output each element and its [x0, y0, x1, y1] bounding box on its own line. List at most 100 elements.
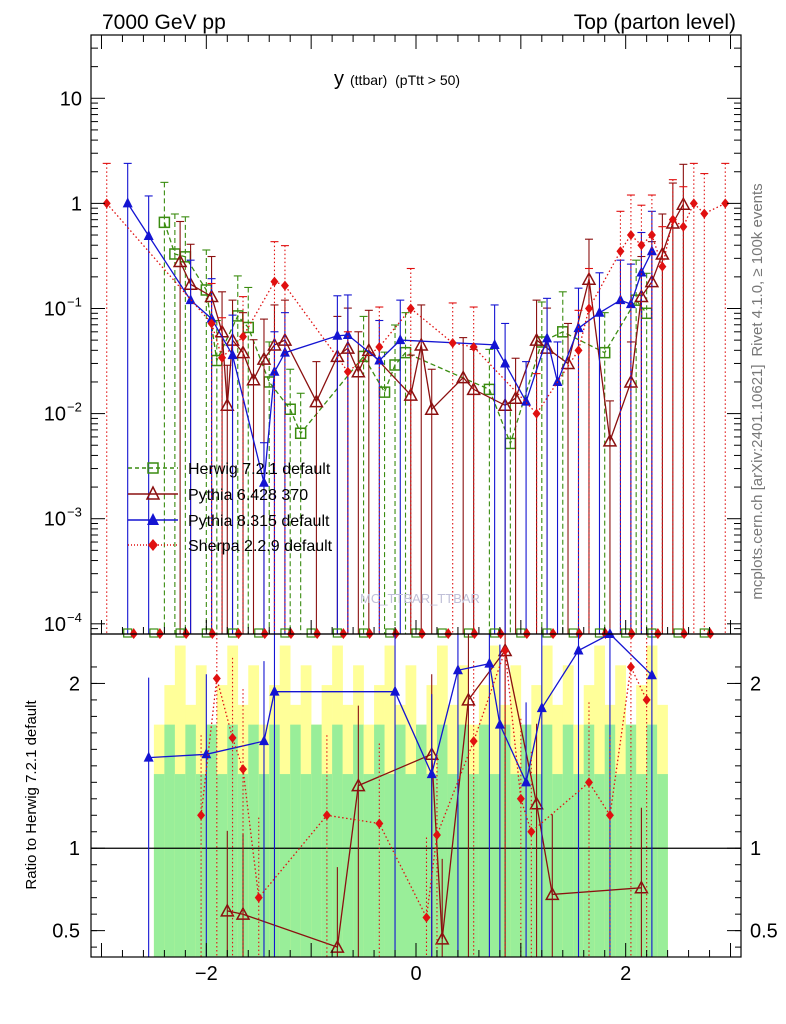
band-inner-bin	[395, 724, 406, 957]
ratio-line-pythia8	[148, 633, 653, 785]
data-point-sherpa	[218, 352, 227, 363]
data-point-sherpa	[102, 198, 111, 209]
plot-title-sub: (ttbar) (pTtt > 50)	[350, 72, 460, 88]
band-inner-bin	[478, 724, 490, 957]
main-plot-series	[102, 162, 730, 639]
ratio-point-sherpa	[375, 818, 384, 829]
ratio-point-sherpa	[605, 810, 614, 821]
data-point-sherpa	[343, 366, 352, 377]
ratio-point-sherpa	[197, 810, 206, 821]
y-tick-label: 10	[44, 614, 66, 636]
data-point-pythia6	[508, 390, 523, 404]
data-point-herwig	[158, 216, 171, 229]
data-point-pythia8	[122, 197, 133, 208]
ratio-point-pythia6	[351, 778, 366, 792]
ratio-point-sherpa	[516, 793, 525, 804]
data-point-pythia6	[676, 196, 691, 211]
ratio-point-pythia6	[220, 903, 235, 917]
x-tick-label: 2	[620, 963, 631, 985]
ratio-point-pythia8	[269, 685, 280, 696]
ratio-point-sherpa	[501, 645, 510, 656]
band-inner-bin	[552, 774, 564, 957]
data-point-sherpa	[637, 240, 646, 251]
band-inner-bin	[625, 724, 637, 957]
data-point-pythia6	[403, 387, 419, 401]
band-inner-bin	[300, 774, 312, 957]
ratio-point-sherpa	[322, 810, 331, 821]
band-inner-bin	[384, 774, 396, 957]
ratio-point-pythia8	[201, 748, 212, 759]
legend-entry-sherpa: Sherpa 2.2.9 default	[128, 538, 333, 555]
y-tick-label: 10	[44, 298, 66, 320]
ratio-y-tick-label-left: 0.5	[52, 921, 80, 943]
y-tick-exponent: −4	[67, 610, 82, 625]
band-inner-bin	[164, 724, 176, 957]
data-point-pythia8	[185, 294, 196, 305]
ratio-point-pythia6	[529, 796, 544, 810]
data-point-sherpa	[574, 345, 583, 356]
band-inner-bin	[489, 774, 501, 957]
data-point-pythia8	[636, 266, 647, 277]
ratio-point-pythia6	[634, 880, 649, 894]
ratio-point-pythia8	[390, 685, 401, 696]
ratio-y-tick-label-right: 0.5	[750, 921, 778, 943]
band-inner-bin	[195, 774, 207, 957]
data-point-sherpa	[239, 331, 248, 342]
band-inner-bin	[594, 774, 606, 957]
ratio-point-sherpa	[239, 764, 248, 775]
data-point-pythia6	[256, 351, 272, 365]
band-inner-bin	[405, 774, 417, 957]
ratio-point-sherpa	[642, 694, 651, 705]
band-inner-bin	[248, 724, 260, 957]
y-tick-exponent: −3	[67, 505, 82, 520]
data-point-pythia8	[279, 346, 290, 357]
ratio-point-pythia8	[604, 628, 615, 638]
data-point-pythia8	[615, 294, 626, 305]
data-point-pythia6	[413, 337, 429, 351]
data-point-pythia8	[489, 338, 500, 349]
legend-entry-pythia8: Pythia 8.315 default	[128, 513, 330, 530]
data-point-sherpa	[626, 230, 635, 241]
data-point-sherpa	[668, 214, 677, 225]
data-point-pythia8	[594, 306, 605, 317]
band-inner-bin	[174, 774, 186, 957]
data-point-sherpa	[700, 208, 709, 219]
legend-marker-herwig	[147, 462, 159, 474]
ratio-y-axis-label: Ratio to Herwig 7.2.1 default	[23, 700, 40, 890]
data-point-sherpa	[584, 303, 593, 314]
legend-marker-sherpa	[148, 539, 158, 551]
legend-marker-pythia6	[145, 485, 161, 500]
data-point-sherpa	[280, 280, 289, 291]
legend-entry-herwig: Herwig 7.2.1 default	[128, 461, 331, 478]
ratio-point-pythia6	[434, 931, 450, 945]
band-inner-bin	[206, 724, 218, 957]
data-point-sherpa	[406, 303, 415, 314]
legend-entry-pythia6: Pythia 6.428 370	[128, 485, 308, 504]
band-inner-bin	[153, 774, 165, 957]
header-right: Top (parton level)	[574, 11, 736, 34]
data-point-pythia8	[258, 476, 269, 487]
ratio-point-pythia6	[461, 692, 476, 706]
ratio-point-pythia6	[235, 906, 251, 920]
band-inner-bin	[436, 724, 448, 957]
data-point-pythia6	[309, 394, 324, 408]
data-point-sherpa	[658, 261, 667, 272]
ratio-point-sherpa	[254, 892, 263, 903]
data-point-pythia8	[227, 349, 238, 360]
band-inner-bin	[227, 724, 239, 957]
ratio-point-sherpa	[228, 732, 237, 743]
ratio-point-pythia8	[494, 718, 505, 729]
data-point-pythia6	[220, 397, 235, 412]
ratio-point-pythia8	[258, 735, 269, 746]
ratio-point-pythia8	[484, 657, 495, 668]
data-point-pythia8	[542, 332, 553, 343]
data-point-sherpa	[689, 198, 698, 209]
band-inner-bin	[457, 724, 469, 957]
band-inner-bin	[216, 774, 228, 957]
band-inner-bin	[416, 724, 427, 957]
x-tick-label: −2	[195, 963, 218, 985]
ratio-point-pythia6	[545, 886, 560, 901]
data-point-pythia6	[455, 370, 471, 384]
ratio-point-pythia8	[646, 669, 657, 680]
